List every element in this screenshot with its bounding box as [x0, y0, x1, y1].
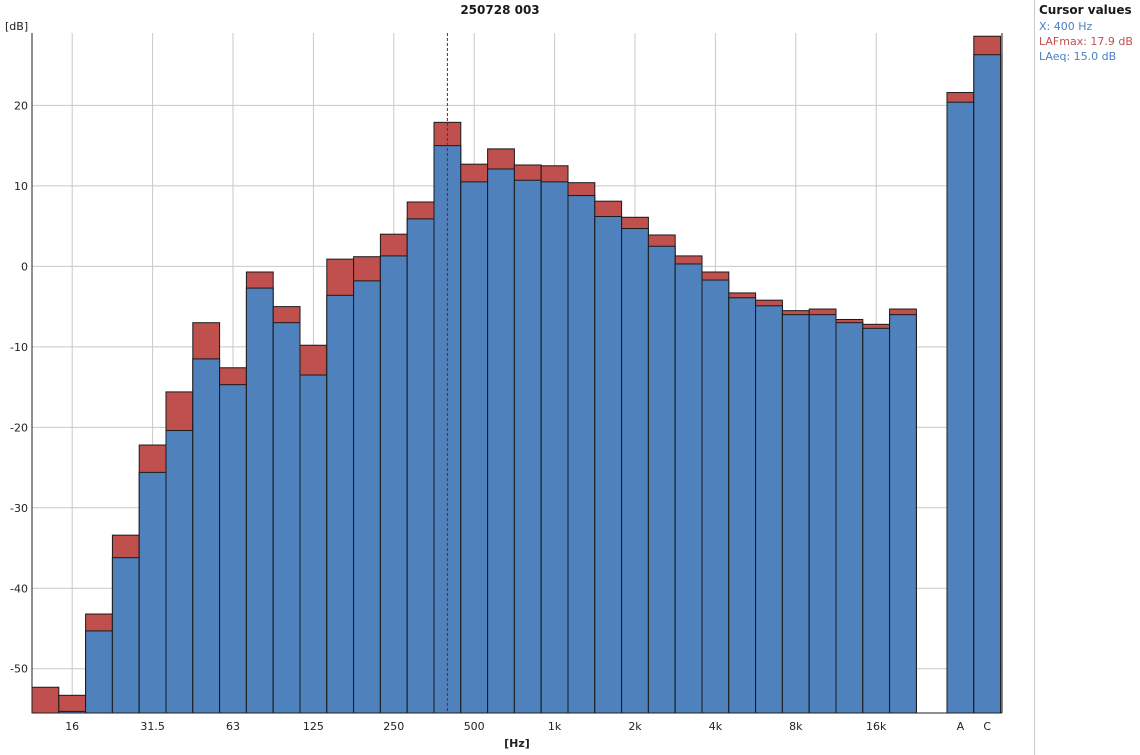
bar-laeq-63 — [219, 384, 247, 714]
bar-laeq-500 — [460, 181, 489, 714]
x-tick-label: C — [983, 720, 991, 733]
x-tick-label: 16 — [65, 720, 79, 733]
bar-laeq-A — [946, 101, 975, 714]
bar-laeq-16k — [862, 327, 891, 714]
x-tick-label: 63 — [226, 720, 240, 733]
cursor-laeq-value: LAeq: 15.0 dB — [1039, 50, 1117, 63]
x-tick-label: A — [957, 720, 965, 733]
bar-laeq-1.6k — [594, 215, 623, 714]
bar-laeq-1.25k — [567, 195, 596, 714]
spectrum-chart: 250728 003 [dB] [Hz] 20 10 0 -10 -20 -30 -40 -5… — [5, 3, 1003, 750]
bar-laeq-1k — [540, 181, 569, 714]
y-tick-label: -30 — [10, 502, 28, 515]
cursor-lafmax-value: LAFmax: 17.9 dB — [1039, 35, 1133, 48]
x-tick-label: 2k — [628, 720, 642, 733]
bar-laeq-80 — [245, 287, 274, 714]
bar-lafmax-12.5 — [31, 686, 60, 714]
cursor-values-panel: Cursor values X: 400 Hz LAFmax: 17.9 dB … — [1034, 0, 1140, 755]
x-axis-label: [Hz] — [504, 737, 530, 750]
bar-laeq-100 — [272, 322, 301, 714]
bar-laeq-20 — [85, 630, 113, 714]
x-tick-label: 31.5 — [140, 720, 165, 733]
y-tick-label: -40 — [10, 582, 28, 595]
bar-laeq-20k — [889, 314, 917, 714]
bar-laeq-800 — [513, 179, 542, 714]
bar-lafmax-16 — [58, 694, 87, 714]
x-tick-label: 16k — [866, 720, 887, 733]
x-tick-label: 4k — [709, 720, 723, 733]
y-tick-label: -50 — [10, 663, 28, 676]
bar-laeq-8k — [781, 314, 810, 714]
x-tick-label: 125 — [303, 720, 324, 733]
bar-laeq-125 — [299, 374, 328, 714]
bar-laeq-2.5k — [647, 245, 676, 714]
x-tick-label: 500 — [464, 720, 485, 733]
bar-laeq-10k — [808, 314, 837, 714]
bar-laeq-160 — [326, 294, 355, 714]
x-tick-label: 250 — [383, 720, 404, 733]
bar-laeq-C — [973, 54, 1002, 714]
bar-laeq-200 — [353, 280, 381, 714]
y-tick-label: 20 — [14, 99, 28, 112]
y-tick-label: 0 — [21, 260, 28, 273]
bar-laeq-40 — [165, 430, 194, 714]
bar-laeq-5k — [728, 297, 757, 714]
bar-laeq-12.5k — [835, 322, 864, 714]
y-axis-label: [dB] — [5, 20, 28, 33]
cursor-x-value: X: 400 Hz — [1039, 20, 1093, 33]
bar-laeq-50 — [192, 358, 221, 714]
bar-laeq-25 — [111, 557, 140, 714]
y-tick-label: -20 — [10, 421, 28, 434]
bar-laeq-31.5 — [138, 471, 167, 714]
chart-title: 250728 003 — [460, 3, 539, 17]
bar-laeq-2k — [621, 228, 649, 714]
x-tick-label: 1k — [548, 720, 562, 733]
bars — [31, 35, 1002, 714]
bar-laeq-250 — [379, 255, 408, 714]
bar-laeq-4k — [701, 279, 730, 714]
y-tick-label: 10 — [14, 180, 28, 193]
axes: 20 10 0 -10 -20 -30 -40 -50 16 31.5 63 125 250 500 1k 2… — [10, 33, 1003, 733]
bar-laeq-315 — [406, 218, 435, 714]
cursor-values-title: Cursor values — [1039, 3, 1132, 17]
y-tick-label: -10 — [10, 341, 28, 354]
x-tick-label: 8k — [789, 720, 803, 733]
bar-laeq-630 — [487, 168, 515, 714]
bar-laeq-6.3k — [755, 305, 783, 714]
bar-laeq-3.15k — [674, 263, 703, 714]
